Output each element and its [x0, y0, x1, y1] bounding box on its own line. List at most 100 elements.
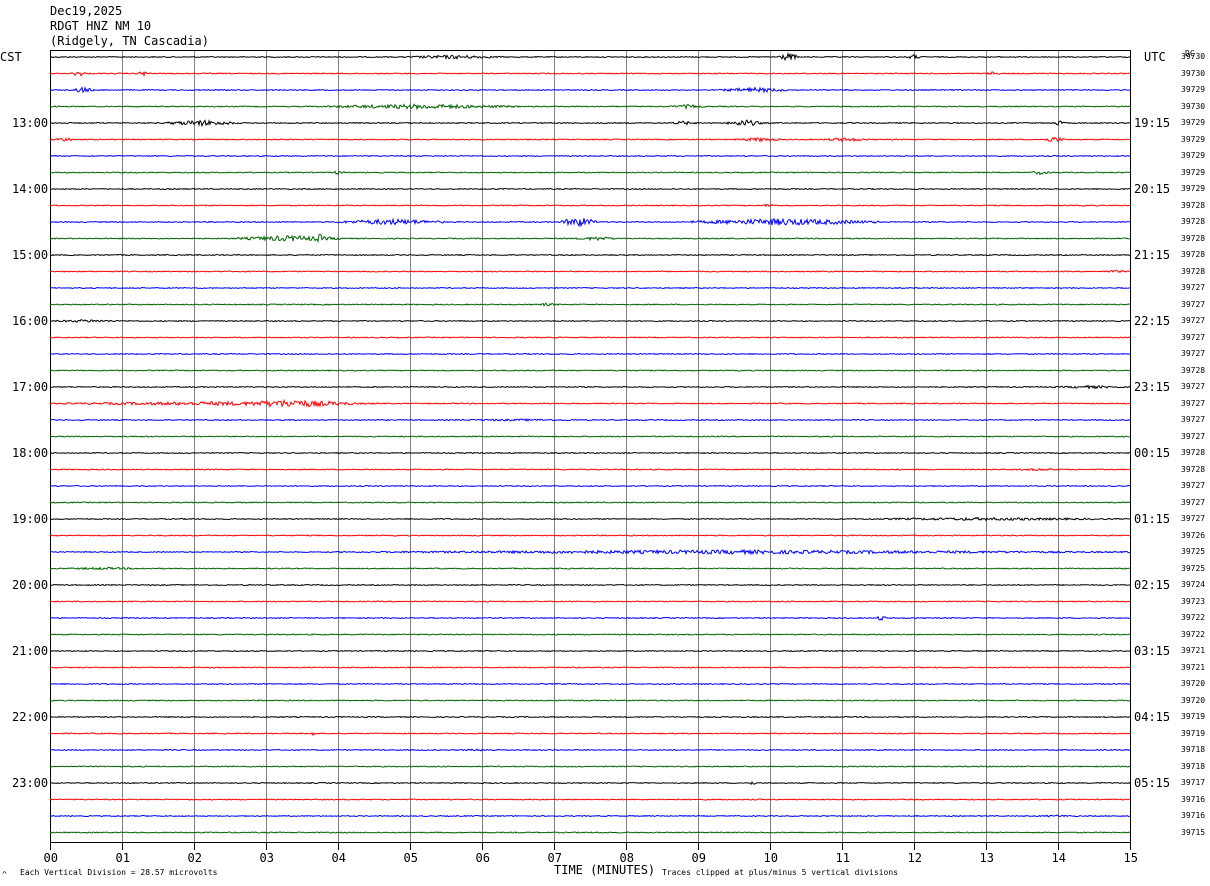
x-tick-label-09: 09 [691, 851, 706, 865]
trace-row-42 [49, 748, 1131, 752]
trace-row-8 [49, 187, 1130, 191]
dc-offset-label: 39722 [1181, 629, 1206, 639]
dc-offset-label: 39720 [1181, 695, 1206, 705]
dc-offset-label: 39728 [1181, 266, 1206, 276]
scale-note: Each Vertical Division = 28.57 microvolt… [20, 868, 218, 877]
trace-row-27 [49, 501, 1131, 504]
dc-offset-label: 39728 [1181, 250, 1206, 259]
right-time-label: 19:15 [1134, 116, 1171, 130]
dc-offset-label: 39729 [1181, 85, 1206, 94]
x-tick-label-07: 07 [547, 851, 562, 865]
x-tick-label-04: 04 [331, 851, 346, 865]
plot-frame [50, 50, 1131, 843]
trace-row-41 [49, 731, 1131, 737]
dc-offset-label: 39721 [1181, 646, 1206, 655]
dc-offset-label: 39728 [1181, 365, 1206, 375]
dc-offset-label: 39727 [1181, 349, 1206, 358]
dc-offset-label: 39727 [1181, 382, 1206, 391]
dc-offset-label: 39728 [1181, 200, 1206, 210]
left-time-label: 15:00 [12, 248, 49, 262]
dc-offset-label: 39716 [1181, 811, 1206, 820]
trace-row-12 [49, 253, 1131, 257]
dc-offset-label: 39717 [1181, 778, 1206, 787]
left-time-label: 18:00 [12, 446, 49, 460]
trace-row-14 [49, 286, 1131, 290]
dc-offset-label: 39726 [1181, 530, 1206, 540]
dc-offset-label: 39715 [1181, 827, 1206, 837]
trace-row-21 [49, 398, 1131, 408]
trace-row-26 [49, 484, 1131, 488]
x-tick-label-03: 03 [259, 851, 274, 865]
trace-row-34 [49, 615, 1131, 621]
dc-offset-label: 39730 [1181, 101, 1206, 111]
dc-offset-label: 39728 [1181, 233, 1206, 243]
right-time-label: 00:15 [1134, 446, 1171, 460]
dc-offset-label: 39723 [1181, 596, 1206, 606]
corner-mark: ^ [2, 870, 7, 879]
x-tick-label-15: 15 [1123, 851, 1138, 865]
header-location: (Ridgely, TN Cascadia) [50, 34, 209, 48]
x-tick-label-08: 08 [619, 851, 634, 865]
dc-offset-label: 39719 [1181, 712, 1206, 721]
x-tick-label-14: 14 [1051, 851, 1066, 865]
trace-row-40 [49, 715, 1131, 719]
trace-row-37 [49, 666, 1131, 669]
left-time-label: 20:00 [12, 578, 49, 592]
dc-offset-label: 39724 [1181, 580, 1206, 589]
trace-row-31 [49, 566, 1131, 571]
x-tick-label-10: 10 [763, 851, 778, 865]
dc-offset-label: 39729 [1181, 184, 1206, 193]
trace-row-5 [49, 136, 1131, 143]
left-time-label: 17:00 [12, 380, 49, 394]
dc-offset-label: 39722 [1181, 613, 1206, 622]
left-time-label: 14:00 [12, 182, 49, 196]
trace-row-24 [49, 451, 1131, 455]
trace-row-28 [49, 516, 1131, 522]
trace-row-47 [49, 831, 1131, 834]
trace-row-13 [49, 269, 1131, 273]
dc-offset-label: 39727 [1181, 299, 1206, 309]
trace-row-18 [49, 352, 1131, 356]
dc-offset-label: 39729 [1181, 167, 1206, 177]
trace-row-0 [49, 52, 1131, 62]
trace-row-22 [49, 418, 1131, 422]
dc-offset-label: 39716 [1181, 794, 1206, 804]
trace-row-16 [49, 319, 1131, 323]
left-time-label: 22:00 [12, 710, 49, 724]
left-time-label: 16:00 [12, 314, 49, 328]
dc-offset-label: 39727 [1181, 332, 1206, 342]
trace-row-30 [49, 548, 1131, 556]
trace-row-36 [49, 649, 1131, 653]
trace-row-19 [49, 369, 1131, 372]
trace-row-46 [49, 814, 1131, 818]
trace-row-43 [49, 765, 1131, 768]
x-tick-label-13: 13 [979, 851, 994, 865]
trace-row-29 [49, 534, 1131, 537]
trace-row-17 [49, 336, 1131, 339]
right-time-label: 22:15 [1134, 314, 1171, 328]
trace-row-3 [49, 103, 1131, 111]
trace-row-45 [49, 798, 1131, 801]
dc-offset-label: 39727 [1181, 431, 1206, 441]
dc-offset-label: 39728 [1181, 448, 1206, 457]
trace-row-23 [49, 435, 1131, 438]
trace-row-25 [49, 467, 1131, 472]
header-date: Dec19,2025 [50, 4, 123, 18]
x-tick-label-02: 02 [187, 851, 202, 865]
trace-row-10 [49, 217, 1131, 228]
right-time-label: 23:15 [1134, 380, 1171, 394]
trace-row-6 [49, 154, 1131, 158]
right-time-label: 05:15 [1134, 776, 1171, 790]
dc-offset-label: 39720 [1181, 679, 1206, 688]
dc-offset-label: 39727 [1181, 316, 1206, 325]
dc-offset-label: 39727 [1181, 415, 1206, 424]
x-tick-label-05: 05 [403, 851, 418, 865]
dc-offset-label: 39727 [1181, 497, 1206, 507]
trace-row-35 [49, 633, 1131, 636]
dc-offset-label: 39728 [1181, 464, 1206, 474]
dc-offset-label: 39728 [1181, 217, 1206, 226]
left-time-label: 19:00 [12, 512, 49, 526]
grid-lines [122, 51, 1059, 842]
x-tick-label-11: 11 [835, 851, 850, 865]
